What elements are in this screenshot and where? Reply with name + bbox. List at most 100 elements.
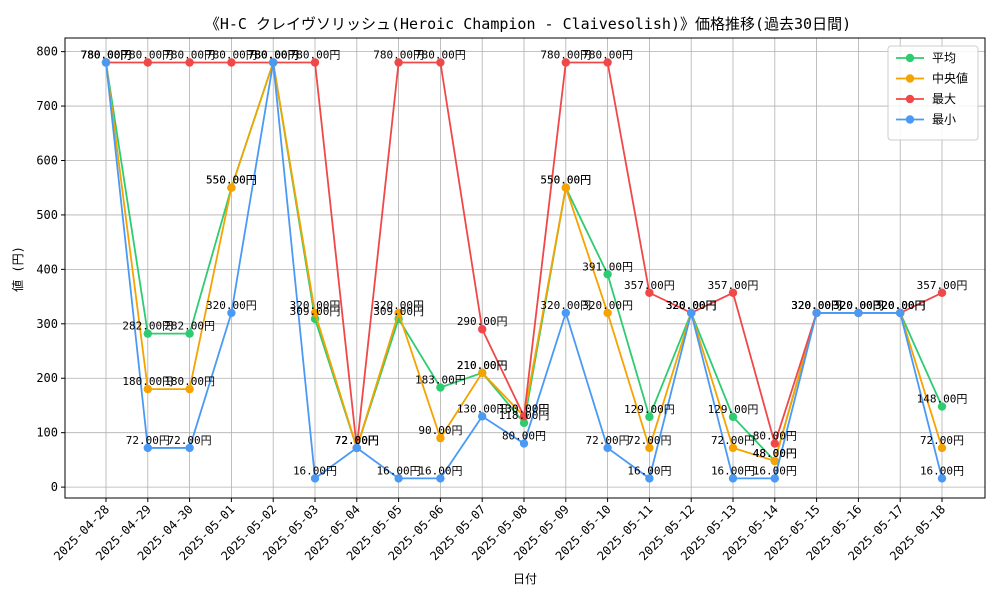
data-label: 320.00円 bbox=[582, 299, 633, 312]
data-point bbox=[603, 58, 612, 67]
data-label: 320.00円 bbox=[666, 299, 717, 312]
y-tick-label: 400 bbox=[36, 262, 58, 276]
data-label: 780.00円 bbox=[248, 48, 299, 61]
data-label: 550.00円 bbox=[206, 174, 257, 187]
data-label: 780.00円 bbox=[81, 48, 132, 61]
data-point bbox=[143, 384, 152, 394]
data-label: 550.00円 bbox=[540, 174, 591, 187]
data-point bbox=[728, 412, 738, 422]
data-label: 780.00円 bbox=[248, 48, 299, 61]
data-label: 72.00円 bbox=[627, 434, 671, 447]
data-point bbox=[478, 325, 487, 334]
data-label: 780.00円 bbox=[248, 48, 299, 61]
data-point bbox=[519, 412, 529, 421]
data-point bbox=[185, 384, 194, 394]
y-tick-label: 0 bbox=[51, 480, 58, 494]
data-label: 16.00円 bbox=[627, 464, 671, 477]
data-point bbox=[645, 443, 654, 453]
data-label: 320.00円 bbox=[791, 299, 842, 312]
data-label: 780.00円 bbox=[81, 48, 132, 61]
data-label: 129.00円 bbox=[708, 403, 759, 416]
data-label: 780.00円 bbox=[540, 48, 591, 61]
data-label: 780.00円 bbox=[122, 48, 173, 61]
chart-title: 《H-C クレイヴソリッシュ(Heroic Champion - Claives… bbox=[205, 15, 851, 33]
data-label: 72.00円 bbox=[126, 434, 170, 447]
data-point bbox=[812, 308, 821, 318]
data-label: 320.00円 bbox=[875, 299, 926, 312]
data-label: 72.00円 bbox=[335, 434, 379, 447]
data-label: 320.00円 bbox=[666, 299, 717, 312]
data-label: 320.00円 bbox=[833, 299, 884, 312]
legend-label: 最大 bbox=[932, 92, 956, 106]
grid bbox=[65, 38, 985, 498]
data-label: 391.00円 bbox=[582, 260, 633, 273]
data-label: 282.00円 bbox=[122, 320, 173, 333]
data-label: 320.00円 bbox=[833, 299, 884, 312]
data-label: 309.00円 bbox=[373, 305, 424, 318]
data-label: 780.00円 bbox=[248, 48, 299, 61]
data-label: 780.00円 bbox=[81, 48, 132, 61]
data-point bbox=[436, 58, 445, 67]
data-point bbox=[310, 58, 320, 67]
data-label: 780.00円 bbox=[415, 48, 466, 61]
data-label: 16.00円 bbox=[377, 464, 421, 477]
data-label: 780.00円 bbox=[81, 48, 132, 61]
data-point bbox=[394, 474, 403, 483]
data-point bbox=[728, 288, 738, 297]
data-label: 130.00円 bbox=[499, 402, 550, 415]
legend-swatch-marker bbox=[905, 74, 915, 83]
data-label: 320.00円 bbox=[373, 299, 424, 312]
data-label: 180.00円 bbox=[122, 375, 173, 388]
data-point bbox=[394, 58, 403, 67]
data-point bbox=[687, 308, 696, 318]
data-label: 320.00円 bbox=[791, 299, 842, 312]
data-label: 180.00円 bbox=[164, 375, 215, 388]
y-tick-label: 600 bbox=[36, 153, 58, 167]
data-label: 320.00円 bbox=[206, 299, 257, 312]
data-point bbox=[770, 474, 779, 483]
data-point bbox=[645, 412, 654, 422]
data-point bbox=[269, 58, 278, 67]
data-point bbox=[310, 474, 320, 483]
data-point bbox=[101, 58, 111, 67]
data-label: 320.00円 bbox=[290, 299, 341, 312]
data-label: 16.00円 bbox=[418, 464, 462, 477]
data-label: 90.00円 bbox=[418, 424, 462, 437]
data-point bbox=[185, 329, 194, 338]
data-label: 550.00円 bbox=[540, 174, 591, 187]
data-label: 320.00円 bbox=[791, 299, 842, 312]
data-label: 130.00円 bbox=[457, 402, 508, 415]
plot-frame bbox=[64, 37, 986, 499]
data-point bbox=[394, 308, 403, 318]
data-label: 290.00円 bbox=[457, 315, 508, 328]
data-point bbox=[603, 270, 612, 279]
data-label: 148.00円 bbox=[917, 393, 968, 406]
data-label: 72.00円 bbox=[168, 434, 212, 447]
y-tick-label: 100 bbox=[36, 426, 58, 440]
data-label: 320.00円 bbox=[833, 299, 884, 312]
y-tick-label: 300 bbox=[36, 317, 58, 331]
y-tick-label: 700 bbox=[36, 99, 58, 113]
data-point bbox=[143, 443, 152, 453]
data-point bbox=[185, 58, 194, 67]
data-point bbox=[603, 443, 612, 453]
data-point bbox=[519, 418, 529, 428]
data-label: 129.00円 bbox=[624, 403, 675, 416]
legend-swatch-marker bbox=[905, 115, 915, 124]
data-point bbox=[478, 412, 487, 421]
data-point bbox=[352, 443, 361, 453]
data-point bbox=[185, 443, 194, 453]
data-label: 320.00円 bbox=[833, 299, 884, 312]
data-point bbox=[728, 443, 738, 453]
data-label: 130.00円 bbox=[499, 402, 550, 415]
data-point bbox=[770, 456, 779, 466]
legend-swatch-marker bbox=[905, 53, 915, 63]
data-label: 309.00円 bbox=[290, 305, 341, 318]
data-label: 357.00円 bbox=[708, 279, 759, 292]
data-point bbox=[561, 58, 570, 67]
data-label: 72.00円 bbox=[335, 434, 379, 447]
